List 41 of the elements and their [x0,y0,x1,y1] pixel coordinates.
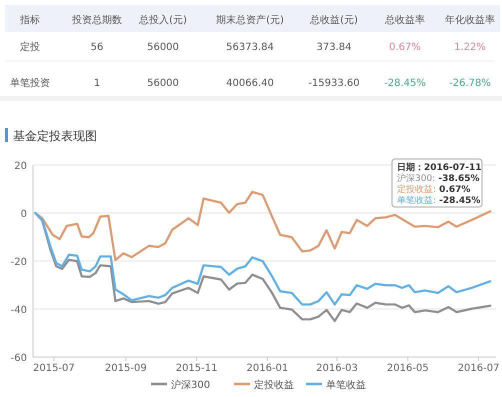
y-tick-label: -20 [10,257,27,268]
category-label: 总收益(元) [309,14,358,26]
text: 1.22% [454,42,486,53]
category-label: 投资总期数 [71,14,122,26]
x-tick-label: 2015-07 [32,363,75,374]
text: -28.45% [384,78,426,89]
annotation: 单笔收益: -28.45% [397,195,480,206]
legend-label: 定投收益 [254,379,294,391]
y-tick-label: 0 [20,209,27,220]
text: -26.78% [449,78,491,89]
category-label: 指标 [19,14,40,26]
text: 1 [94,78,100,89]
chart-title: 基金定投表现图 [13,129,97,143]
category-label: 期末总资产(元) [216,14,284,26]
x-tick-label: 2015-11 [176,363,218,374]
legend-label: 沪深300 [171,379,210,391]
x-tick-label: 2016-07 [458,363,500,374]
text: -15933.60 [308,78,360,89]
text: 373.84 [316,42,352,53]
x-tick-label: 2016-03 [316,363,358,374]
text: 40066.40 [226,78,274,89]
y-tick-label: 20 [14,161,27,172]
text: 56 [90,42,104,53]
text: 56000 [147,78,179,89]
x-tick-label: 2016-05 [386,363,429,374]
y-tick-label: -40 [10,305,27,316]
x-tick-label: 2016-01 [246,363,288,374]
text: 56373.84 [226,42,274,53]
text: 56000 [147,42,179,53]
annotation: 沪深300: -38.65% [397,173,480,184]
category-label: 定投 [20,42,40,53]
x-tick-label: 2015-09 [104,363,147,374]
category-label: 总投入(元) [138,14,187,26]
text: 0.67% [389,42,421,53]
category-label: 总收益率 [384,14,425,26]
category-label: 年化收益率 [445,14,495,26]
annotation: 定投收益: 0.67% [397,184,470,195]
y-tick-label: -60 [10,353,27,364]
legend-label: 单笔收益 [326,379,366,391]
category-label: 单笔投资 [10,78,50,89]
annotation: 日期：2016-07-11 [397,162,482,173]
